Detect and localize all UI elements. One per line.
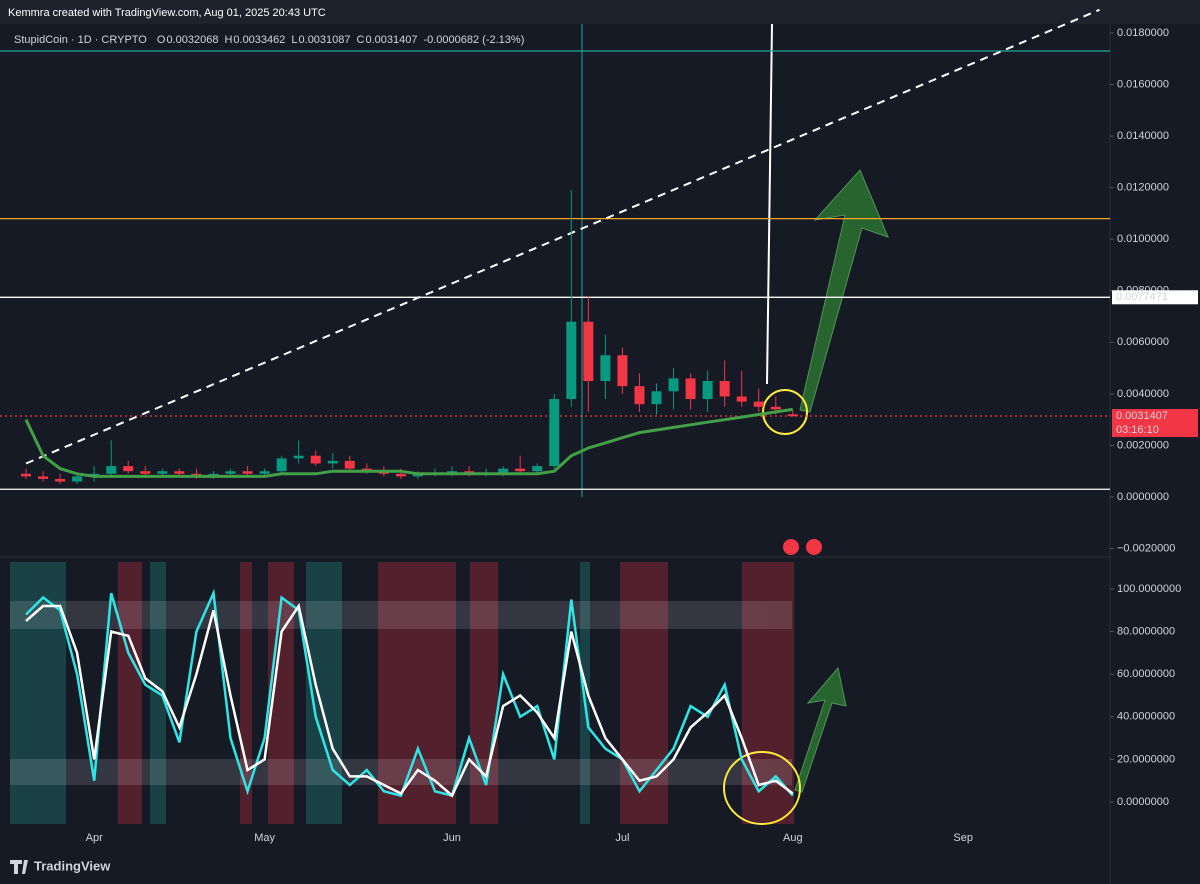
top-bar [0,0,1200,24]
y-tick-label: 0.0100000 [1117,233,1169,245]
ohlc-label: L [291,34,297,46]
ohlc-label: C [357,34,365,46]
price-tag [1112,409,1198,438]
y-tick-label: 0.0000000 [1117,491,1169,503]
price-tag-label: 0.0031407 [1116,410,1168,422]
candle-body [668,378,679,392]
candle-body [72,476,83,482]
candle-body [651,391,662,405]
candle-body [600,355,611,381]
candle-body [515,468,526,472]
candle-body [21,473,32,477]
ohlc-label: O [157,34,166,46]
candle-body [106,466,117,474]
oversold-band [10,759,792,785]
x-tick-label: Jul [615,832,629,844]
y-tick-label: 0.0140000 [1117,130,1169,142]
y-tick-label: −0.0020000 [1117,542,1175,554]
y-tick-label: 0.0180000 [1117,27,1169,39]
up-arrow [794,666,847,793]
y-tick-label: 0.0000000 [1117,796,1169,808]
candle-body [327,460,338,464]
candle-body [344,460,355,469]
x-tick-label: Aug [783,832,803,844]
moving-average [24,407,794,478]
countdown: 03:16:10 [1116,424,1159,436]
brand: TradingView [34,858,111,873]
candle-body [276,458,287,472]
price-tag-label: 0.0077471 [1116,291,1168,303]
candle-body [583,321,594,381]
x-tick-label: Sep [953,832,973,844]
brand-logo [10,860,28,874]
candle-body [702,380,713,400]
y-tick-label: 0.0020000 [1117,439,1169,451]
candle-body [225,471,236,474]
candle-body [753,401,764,407]
candle-body [293,455,304,459]
x-tick-label: Jun [443,832,461,844]
x-tick-label: Apr [86,832,103,844]
oscillator-line [25,588,794,798]
candle-body [549,399,560,467]
candle-body [395,473,406,477]
candle-body [310,455,321,464]
candle-body [566,321,577,400]
candle-body [634,386,645,405]
ohlc-value: 0.0032068 [166,34,218,46]
price-tag [1112,290,1198,305]
event-flag[interactable] [806,539,822,555]
ohlc-label: H [224,34,232,46]
candle-body [736,396,747,402]
credit: Kemmra created with TradingView.com, Aug… [8,7,326,19]
y-tick-label: 60.0000000 [1117,668,1175,680]
candle-body [532,466,543,472]
highlight-circle [762,389,808,435]
candle-body [498,468,509,474]
y-tick-label: 0.0120000 [1117,182,1169,194]
trendline [25,8,1100,465]
candle-body [242,471,253,474]
ohlc-value: 0.0031087 [299,34,351,46]
ohlc-value: 0.0033462 [233,34,285,46]
highlight-circle [723,751,801,825]
candle-body [685,378,696,400]
change: -0.0000682 (-2.13%) [423,34,524,46]
y-tick-label: 100.0000000 [1117,583,1181,595]
candle-body [259,471,270,474]
event-flag[interactable] [783,539,799,555]
y-tick-label: 40.0000000 [1117,711,1175,723]
candle-body [157,471,168,474]
candle-body [617,355,628,387]
y-tick-label: 20.0000000 [1117,753,1175,765]
candle-body [123,466,134,472]
candle-body [770,406,781,410]
candle-body [787,414,798,417]
x-tick-label: May [254,832,275,844]
vertical-line [766,23,773,385]
candle-body [174,471,185,474]
y-tick-label: 0.0160000 [1117,78,1169,90]
candle-body [55,478,66,482]
y-tick-label: 0.0060000 [1117,336,1169,348]
legend: StupidCoin · 1D · CRYPTO [14,34,147,46]
symbol: StupidCoin · 1D · CRYPTO [14,34,147,46]
ohlc-value: 0.0031407 [365,34,417,46]
overbought-band [10,601,792,629]
candle-body [38,476,49,479]
candle-body [719,380,730,397]
up-arrow [799,169,889,413]
oscillator-line [25,602,794,798]
candle-body [140,471,151,474]
y-tick-label: 0.0040000 [1117,388,1169,400]
y-tick-label: 80.0000000 [1117,625,1175,637]
